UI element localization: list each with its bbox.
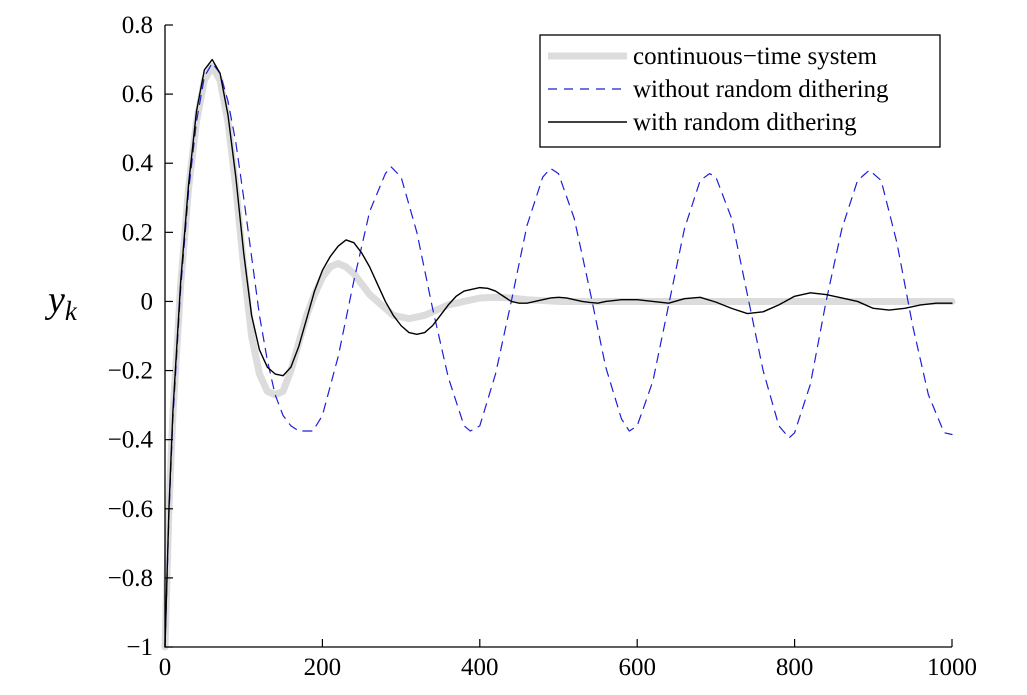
legend-items: continuous−time system without random dit…	[548, 43, 889, 136]
x-tick-label: 0	[159, 654, 172, 681]
series-line-1	[161, 62, 956, 651]
series-line-3	[164, 58, 953, 648]
legend-label-1: continuous−time system	[633, 43, 877, 70]
y-tick-label: 0	[141, 288, 154, 315]
y-tick-label: 0.6	[122, 81, 153, 108]
legend: continuous−time system without random dit…	[539, 34, 941, 148]
y-axis-label-main: y	[44, 279, 65, 321]
x-tick-label: 800	[776, 654, 814, 681]
axes-layer	[164, 25, 952, 648]
x-tick-label: 400	[461, 654, 499, 681]
y-tick-label: 0.4	[122, 150, 154, 177]
y-axis-label-subscript: k	[65, 296, 78, 326]
y-axis-label: yk	[44, 279, 78, 326]
legend-label-2: without random dithering	[633, 76, 889, 103]
x-tick-label: 1000	[927, 654, 977, 681]
y-tick-label: 0.2	[122, 219, 153, 246]
y-tick-label: −0.6	[108, 496, 153, 523]
series-line-2	[164, 62, 953, 648]
x-tick-label: 200	[304, 654, 342, 681]
y-tick-label: −0.2	[108, 358, 153, 385]
y-tick-label: 0.8	[122, 12, 153, 39]
y-tick-label: −0.8	[108, 565, 153, 592]
y-tick-label: −0.4	[108, 427, 154, 454]
legend-label-3: with random dithering	[633, 109, 857, 136]
ticks-layer: 0 200 400 600 800 1000 −1 −0.8 −0.6 −0.4 −0.2 0 0.2 0…	[108, 12, 977, 681]
series-layer	[161, 58, 956, 651]
y-tick-label: −1	[126, 634, 153, 661]
x-tick-label: 600	[618, 654, 656, 681]
